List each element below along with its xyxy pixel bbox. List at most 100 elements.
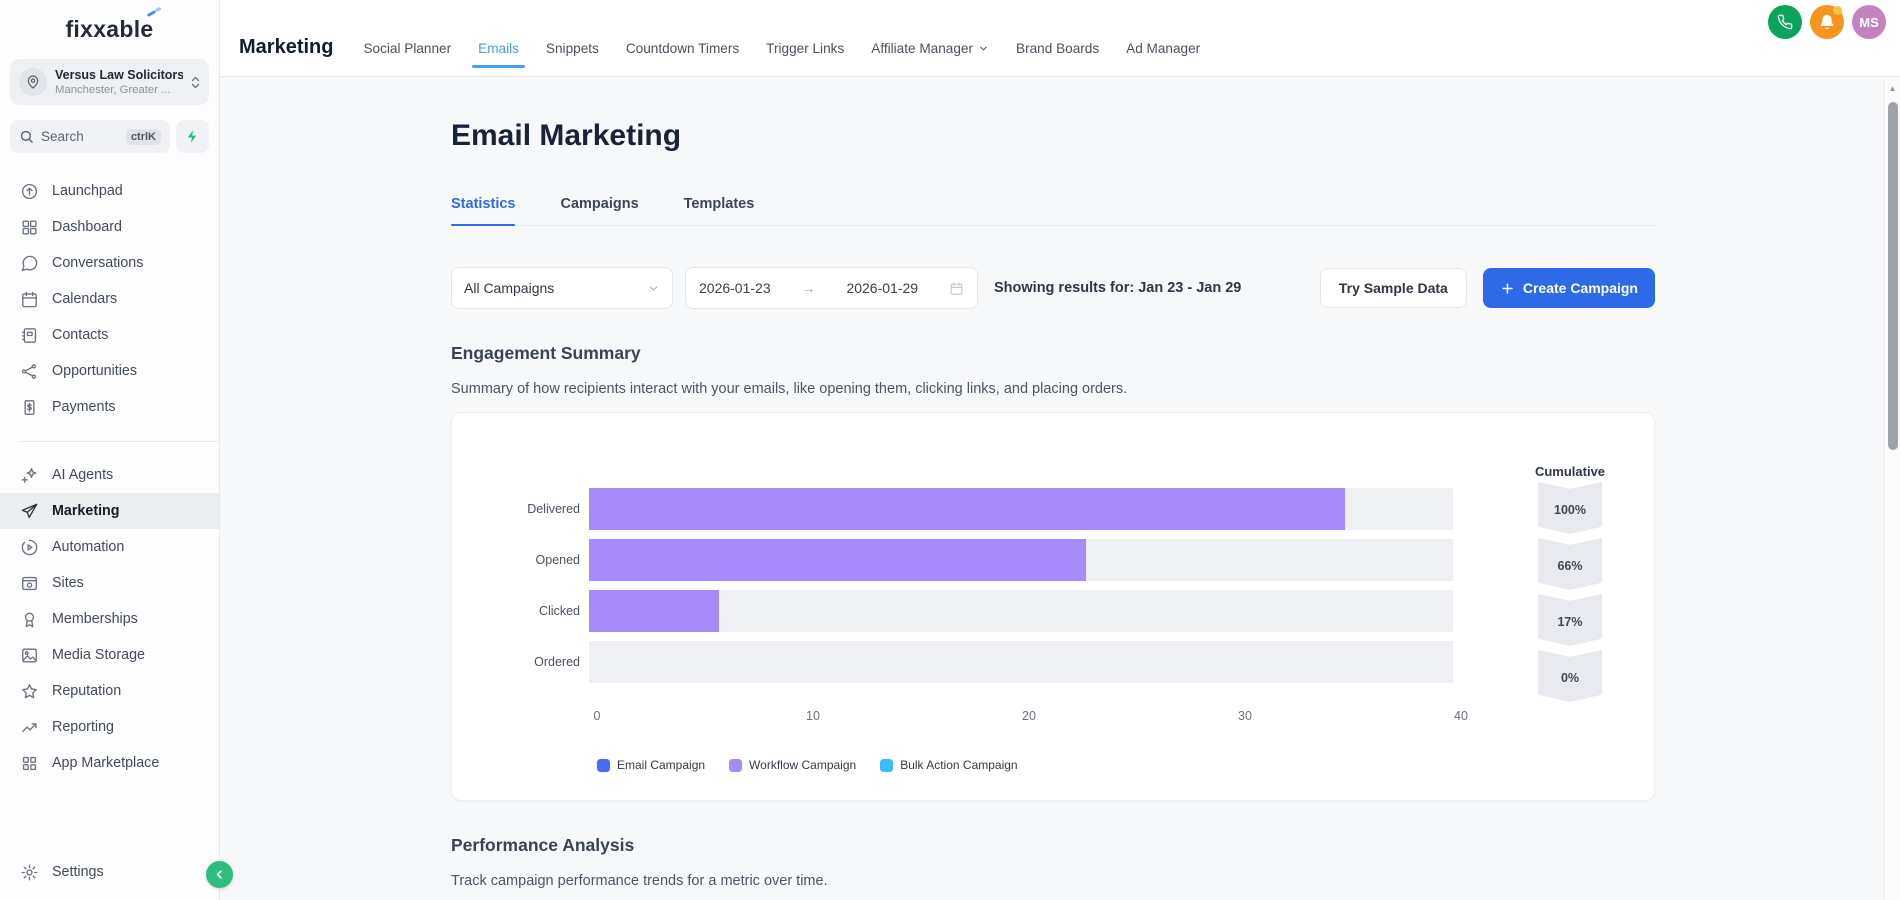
topnav-tab-emails[interactable]: Emails [472, 41, 525, 76]
sidebar-item-settings[interactable]: Settings [0, 854, 219, 890]
page-tab-label: Statistics [451, 196, 516, 212]
sidebar-item-label: Reputation [52, 683, 122, 699]
page-tab-templates[interactable]: Templates [684, 196, 755, 225]
sidebar-item-label: App Marketplace [52, 755, 160, 771]
campaign-select[interactable]: All Campaigns [451, 267, 673, 309]
cumulative-badge: 100% [1538, 482, 1602, 534]
topnav-tab-affiliate-manager[interactable]: Affiliate Manager [871, 41, 989, 76]
chevron-down-icon [978, 43, 989, 54]
sidebar-nav: Launchpad Dashboard Conversations [0, 173, 219, 781]
sidebar-item-label: Marketing [52, 503, 120, 519]
topnav-tab-ad-manager[interactable]: Ad Manager [1126, 41, 1200, 76]
topnav-tab-snippets[interactable]: Snippets [546, 41, 599, 76]
bell-icon [1819, 14, 1835, 30]
media-storage-icon [20, 646, 39, 665]
page-title: Email Marketing [451, 119, 682, 152]
sidebar-item-opportunities[interactable]: Opportunities [0, 353, 219, 389]
sidebar-item-automation[interactable]: Automation [0, 529, 219, 565]
legend-item: Workflow Campaign [729, 758, 856, 772]
sidebar-item-payments[interactable]: Payments [0, 389, 219, 425]
phone-button[interactable] [1768, 5, 1802, 39]
sidebar-item-label: Calendars [52, 291, 118, 307]
sidebar-item-ai-agents[interactable]: AI Agents [0, 457, 219, 493]
create-campaign-button[interactable]: Create Campaign [1482, 268, 1655, 308]
sidebar-nav-group-1: Launchpad Dashboard Conversations [0, 173, 219, 425]
sidebar-item-marketing[interactable]: Marketing [0, 493, 219, 529]
search-icon [19, 129, 34, 144]
conversations-icon [20, 254, 39, 273]
scrollbar-thumb[interactable] [1888, 102, 1898, 450]
chart-row-delivered: Delivered [452, 488, 1453, 530]
topnav-tab-countdown-timers[interactable]: Countdown Timers [626, 41, 739, 76]
topnav-tab-label: Brand Boards [1016, 41, 1100, 56]
chart-legend: Email Campaign Workflow Campaign Bulk Acti… [597, 758, 1018, 772]
sidebar-item-app-marketplace[interactable]: App Marketplace [0, 745, 219, 781]
user-avatar[interactable]: MS [1852, 5, 1886, 39]
cumulative-badge: 17% [1538, 594, 1602, 646]
date-range-picker[interactable]: 2026-01-23 → 2026-01-29 [685, 267, 978, 309]
sidebar-item-calendars[interactable]: Calendars [0, 281, 219, 317]
launchpad-icon [20, 182, 39, 201]
date-start-value[interactable]: 2026-01-23 [699, 280, 771, 296]
sidebar-item-reputation[interactable]: Reputation [0, 673, 219, 709]
topbar-inner: Marketing Social Planner Emails Snippets [220, 0, 1900, 76]
sidebar-item-label: Automation [52, 539, 125, 555]
chart-row-clicked: Clicked [452, 590, 1453, 632]
try-sample-data-button[interactable]: Try Sample Data [1319, 268, 1467, 308]
cumulative-badge: 66% [1538, 538, 1602, 590]
sidebar-item-memberships[interactable]: Memberships [0, 601, 219, 637]
sidebar-item-reporting[interactable]: Reporting [0, 709, 219, 745]
legend-label: Email Campaign [617, 758, 706, 772]
engagement-chart-card: Cumulative Delivered Opened Clicked Ordered… [451, 412, 1655, 801]
axis-tick-label: 0 [593, 709, 601, 723]
page-tab-label: Campaigns [560, 196, 639, 212]
vertical-scrollbar[interactable]: ▲ [1884, 78, 1900, 900]
legend-swatch [880, 758, 894, 772]
engagement-summary-title: Engagement Summary [451, 343, 641, 363]
page-tab-campaigns[interactable]: Campaigns [560, 196, 638, 225]
topbar-actions: MS [1768, 5, 1886, 39]
topnav-tab-brand-boards[interactable]: Brand Boards [1016, 41, 1099, 76]
page-tab-label: Templates [683, 196, 755, 212]
brand-logo: fixxable [0, 0, 219, 43]
cumulative-badge: 0% [1538, 650, 1602, 702]
reputation-icon [20, 682, 39, 701]
marketing-icon [20, 502, 39, 521]
ai-agents-icon [20, 466, 39, 485]
chevron-up-down-icon [191, 76, 200, 89]
account-name: Versus Law Solicitors [55, 68, 183, 82]
legend-swatch [729, 758, 743, 772]
automation-icon [20, 538, 39, 557]
topnav-tab-label: Social Planner [363, 41, 452, 56]
topnav-tab-social-planner[interactable]: Social Planner [363, 41, 451, 76]
search-input[interactable]: Search ctrlK [10, 120, 170, 153]
sidebar-item-contacts[interactable]: Contacts [0, 317, 219, 353]
date-end-value[interactable]: 2026-01-29 [846, 280, 919, 296]
topnav-tab-trigger-links[interactable]: Trigger Links [766, 41, 844, 76]
notifications-button[interactable] [1810, 5, 1844, 39]
sidebar-item-sites[interactable]: Sites [0, 565, 219, 601]
sidebar-item-dashboard[interactable]: Dashboard [0, 209, 219, 245]
chart-bar-track [589, 590, 1453, 632]
sidebar-collapse-button[interactable] [206, 861, 233, 888]
sidebar-item-label: Sites [52, 575, 84, 591]
quick-actions-button[interactable] [176, 120, 209, 153]
sidebar-item-label: Conversations [52, 255, 144, 271]
performance-analysis-description: Track campaign performance trends for a … [451, 873, 828, 889]
sidebar-item-launchpad[interactable]: Launchpad [0, 173, 219, 209]
notification-dot [1833, 6, 1842, 15]
page-tab-statistics[interactable]: Statistics [451, 196, 516, 226]
sidebar-item-label: Launchpad [52, 183, 123, 199]
topbar: Marketing Social Planner Emails Snippets [220, 0, 1900, 77]
sidebar-item-conversations[interactable]: Conversations [0, 245, 219, 281]
account-switcher[interactable]: Versus Law Solicitors Manchester, Greate… [10, 59, 209, 105]
chart-category-label: Ordered [534, 655, 580, 669]
account-location: Manchester, Greater ... [55, 84, 171, 96]
legend-item: Bulk Action Campaign [880, 758, 1018, 772]
scroll-up-arrow[interactable]: ▲ [1888, 84, 1897, 93]
sidebar-item-label: Dashboard [52, 219, 122, 235]
sidebar-item-label: Reporting [52, 719, 114, 735]
legend-swatch [597, 758, 610, 772]
search-shortcut-badge: ctrlK [125, 128, 161, 145]
sidebar-item-media-storage[interactable]: Media Storage [0, 637, 219, 673]
